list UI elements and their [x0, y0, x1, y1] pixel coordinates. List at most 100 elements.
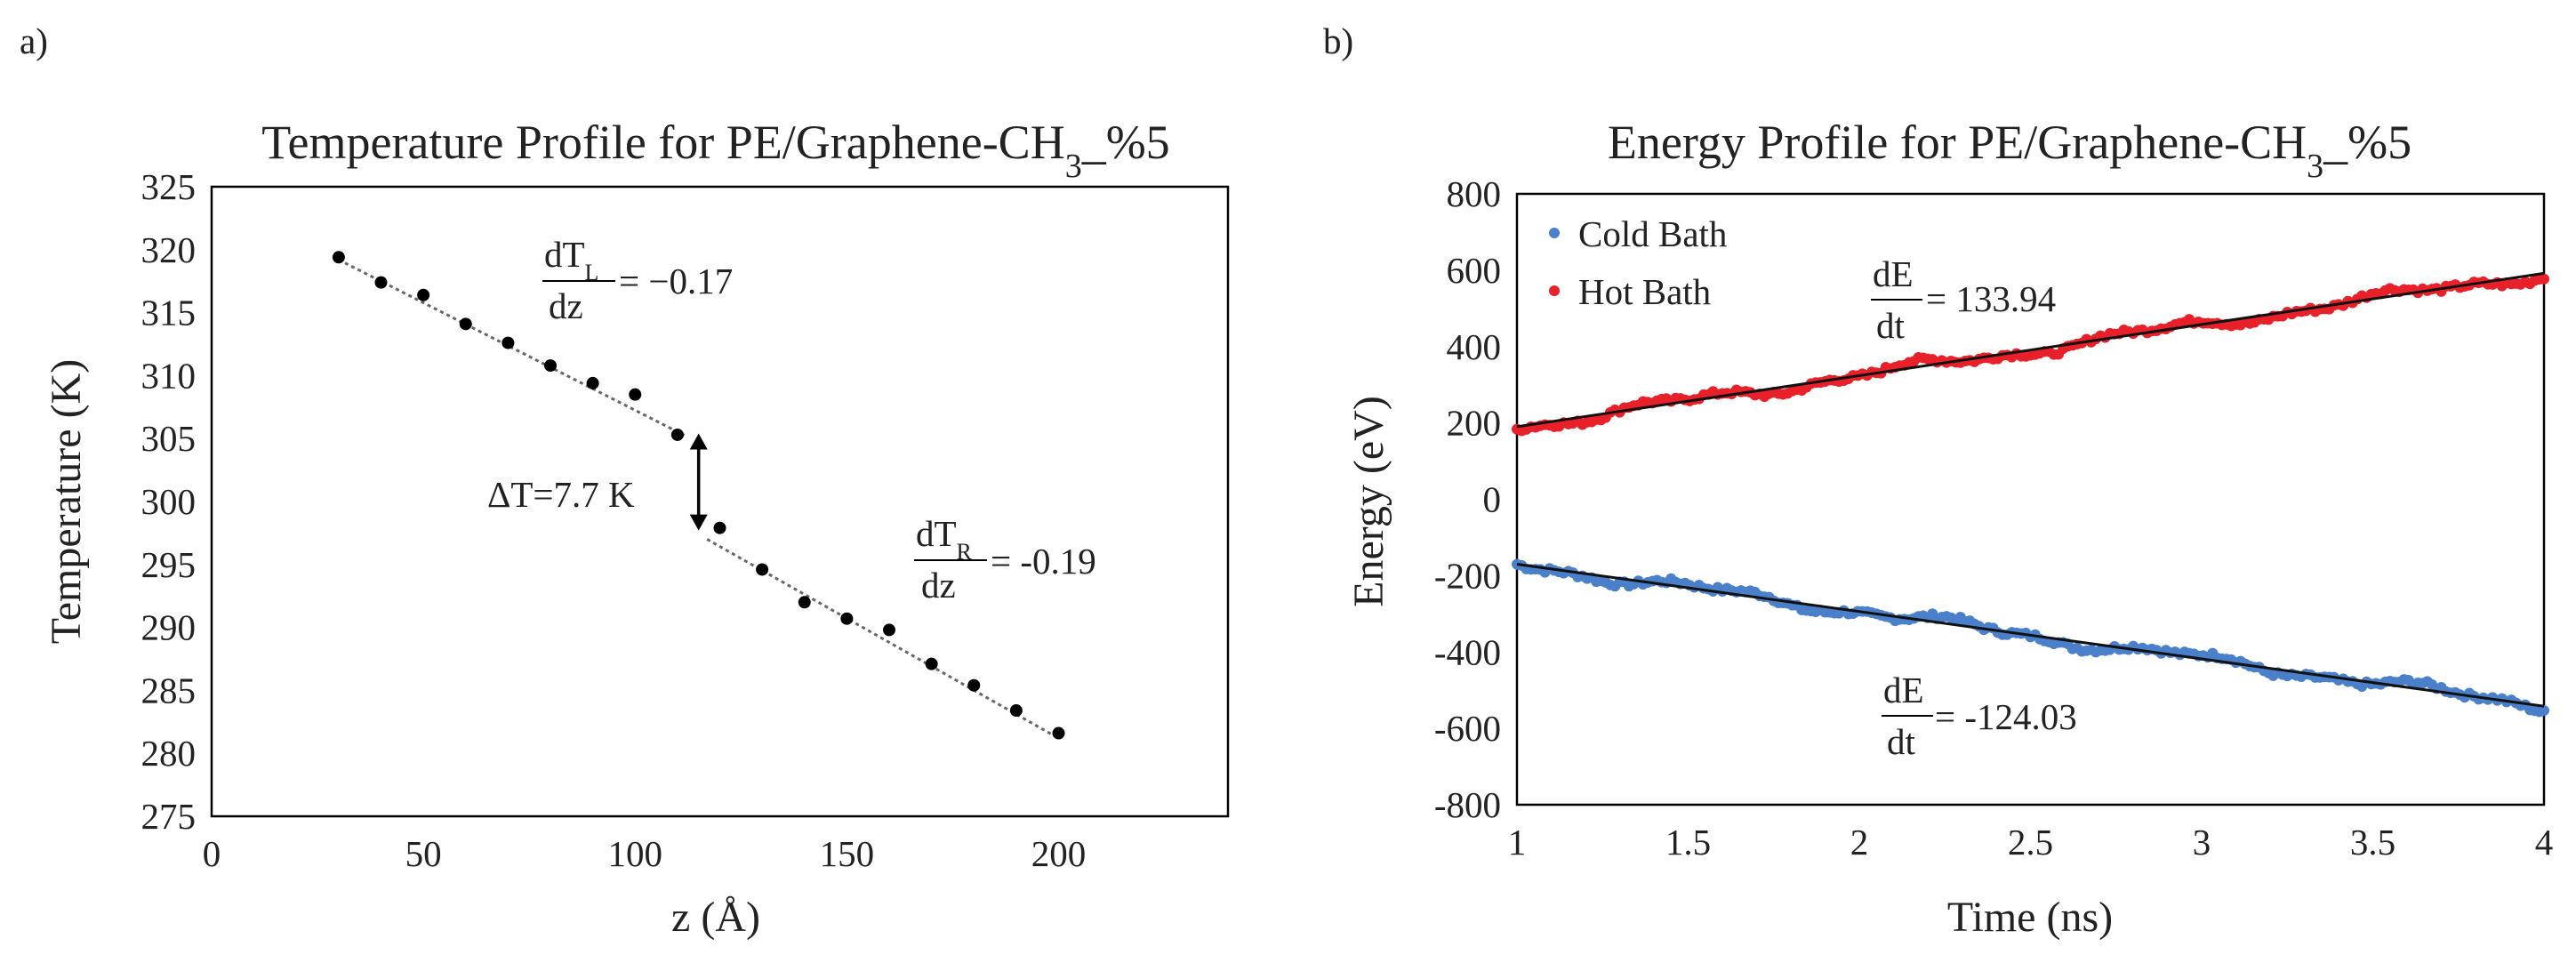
- temperature-point: [586, 376, 599, 389]
- chart-a-left-slope-annotation: dTL dz = −0.17: [542, 234, 733, 326]
- temperature-point: [544, 359, 557, 373]
- chart-a-x-tick-label: 200: [1031, 833, 1087, 874]
- cold-slope-value: = -124.03: [1935, 696, 2077, 737]
- hot-bath-series: [1512, 273, 2549, 437]
- left-fit-line: [338, 258, 687, 437]
- right-slope-denominator: dz: [921, 565, 956, 606]
- chart-b-y-ticks: -800 -600 -400 -200 0 200 400 600 800: [1434, 173, 1501, 825]
- temperature-point: [883, 623, 895, 637]
- temperature-point: [756, 563, 769, 576]
- chart-b-y-tick-label: -600: [1434, 708, 1501, 749]
- chart-b-series: [1512, 273, 2549, 718]
- chart-a-y-tick-label: 325: [141, 166, 197, 207]
- chart-a-y-label: Temperature (K): [43, 359, 90, 644]
- legend-cold-bath-marker: [1549, 228, 1560, 238]
- panel-b: b) Energy Profile for PE/Graphene-CH3_%5…: [1323, 20, 2553, 941]
- chart-a-x-ticks: 0 50 100 150 200: [203, 833, 1087, 874]
- chart-a-y-tick-label: 310: [141, 355, 197, 396]
- legend-hot-bath-marker: [1549, 285, 1560, 296]
- temperature-point: [374, 276, 388, 289]
- chart-b-y-label: Energy (eV): [1345, 396, 1392, 607]
- chart-b-legend: Cold Bath Hot Bath: [1549, 213, 1727, 312]
- chart-a-x-tick-label: 150: [820, 833, 875, 874]
- cold-bath-point: [2539, 705, 2549, 717]
- temperature-point: [967, 678, 981, 692]
- temperature-point: [798, 596, 811, 609]
- temperature-point: [417, 288, 430, 301]
- chart-a-x-label: z (Å): [671, 894, 760, 941]
- chart-a-y-ticks: 275 280 285 290 295 300 305 310 315 320 325: [141, 166, 197, 837]
- temperature-point: [670, 428, 684, 441]
- chart-b-x-ticks: 1 1.5 2 2.5 3 3.5 4: [1508, 822, 2554, 863]
- temperature-point: [1009, 704, 1023, 718]
- chart-a-y-tick-label: 300: [141, 481, 197, 522]
- panel-a-label: a): [20, 20, 48, 61]
- chart-b-y-tick-label: 400: [1447, 326, 1502, 367]
- temperature-point: [840, 612, 854, 625]
- cold-slope-numerator: dE: [1883, 670, 1924, 710]
- chart-b-fit-lines: [1516, 271, 2545, 708]
- hot-slope-value: = 133.94: [1926, 278, 2056, 319]
- right-slope-numerator: dTR: [916, 513, 973, 565]
- chart-a-y-tick-label: 280: [141, 733, 197, 774]
- temperature-point: [1052, 726, 1065, 740]
- chart-a-y-tick-label: 305: [141, 418, 197, 459]
- hot-bath-point: [2539, 273, 2549, 285]
- panel-b-label: b): [1323, 20, 1353, 61]
- legend-hot-bath-label: Hot Bath: [1578, 271, 1711, 312]
- chart-b-x-tick-label: 4: [2535, 822, 2554, 863]
- cold-bath-series: [1512, 558, 2549, 718]
- chart-b-hot-slope-annotation: dE dt = 133.94: [1871, 253, 2056, 346]
- hot-slope-denominator: dt: [1876, 305, 1906, 346]
- chart-b-y-tick-label: 800: [1447, 173, 1502, 214]
- chart-a-y-tick-label: 315: [141, 293, 197, 333]
- cold-slope-denominator: dt: [1887, 721, 1916, 762]
- chart-b-plot-area: [1515, 192, 2546, 807]
- temperature-point: [502, 336, 515, 349]
- chart-a-y-tick-label: 295: [141, 544, 197, 585]
- chart-b-x-tick-label: 2: [1850, 822, 1869, 863]
- chart-a-title: Temperature Profile for PE/Graphene-CH3_…: [261, 116, 1169, 185]
- chart-b-y-tick-label: 0: [1483, 479, 1502, 520]
- chart-a-x-tick-label: 0: [203, 833, 221, 874]
- chart-b-x-label: Time (ns): [1947, 894, 2113, 941]
- temperature-point: [459, 317, 472, 331]
- delta-t-arrow: [689, 433, 708, 531]
- chart-b-y-tick-label: -200: [1434, 555, 1501, 596]
- chart-a-y-tick-label: 290: [141, 607, 197, 648]
- hot-bath-fit-line: [1516, 271, 2545, 429]
- chart-a-x-tick-label: 50: [405, 833, 442, 874]
- cold-bath-fit-line: [1516, 563, 2545, 708]
- temperature-point: [629, 388, 642, 401]
- delta-t-arrow-head-bottom: [689, 514, 708, 531]
- chart-a-x-tick-label: 100: [608, 833, 663, 874]
- panel-a: a) Temperature Profile for PE/Graphene-C…: [20, 20, 1230, 941]
- delta-t-label: ΔT=7.7 K: [487, 474, 635, 515]
- left-slope-denominator: dz: [549, 285, 583, 326]
- left-slope-value: = −0.17: [619, 261, 733, 301]
- temperature-point: [925, 657, 938, 670]
- chart-a-y-tick-label: 275: [141, 796, 197, 837]
- right-slope-value: = -0.19: [991, 541, 1096, 582]
- chart-b-y-tick-label: 600: [1447, 250, 1502, 291]
- delta-t-arrow-head-top: [689, 433, 708, 450]
- legend-cold-bath-label: Cold Bath: [1578, 213, 1727, 254]
- chart-b-title: Energy Profile for PE/Graphene-CH3_%5: [1608, 116, 2411, 185]
- chart-b-y-tick-label: -400: [1434, 631, 1501, 672]
- hot-slope-numerator: dE: [1873, 253, 1914, 294]
- chart-b-x-tick-label: 1.5: [1665, 822, 1711, 863]
- chart-b-y-tick-label: -800: [1434, 784, 1501, 825]
- chart-a-y-tick-label: 285: [141, 670, 197, 710]
- chart-b-x-tick-label: 1: [1508, 822, 1527, 863]
- chart-a-delta-t-annotation: ΔT=7.7 K: [487, 433, 708, 531]
- chart-a-points: [332, 251, 1065, 740]
- temperature-point: [332, 251, 345, 264]
- chart-a-y-tick-label: 320: [141, 229, 197, 270]
- chart-b-cold-slope-annotation: dE dt = -124.03: [1882, 670, 2077, 762]
- chart-b-x-tick-label: 3.5: [2350, 822, 2395, 863]
- left-slope-numerator: dTL: [544, 234, 598, 285]
- temperature-point: [713, 521, 726, 534]
- chart-b-y-tick-label: 200: [1447, 403, 1502, 444]
- chart-b-x-tick-label: 3: [2193, 822, 2211, 863]
